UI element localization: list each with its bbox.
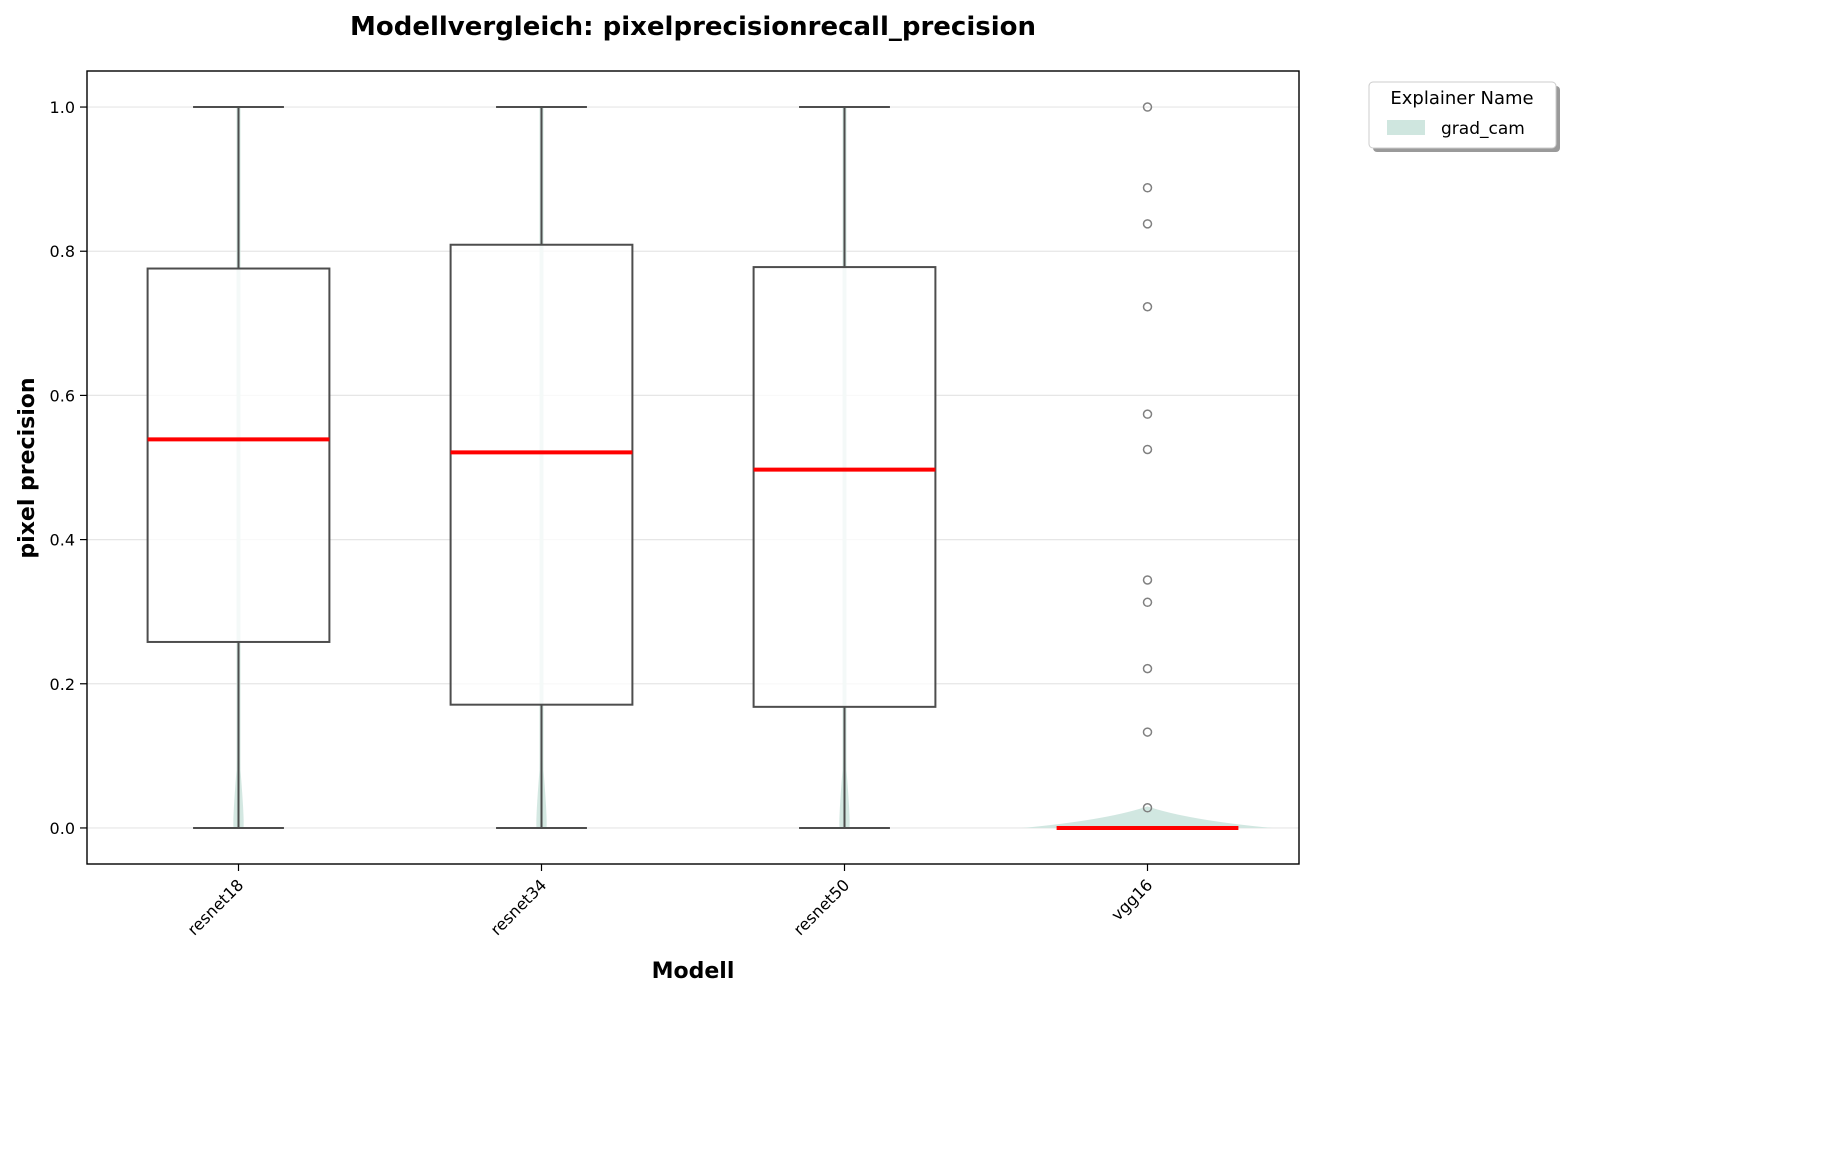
outlier-point (1142, 409, 1153, 419)
y-tick-label: 0.0 (50, 819, 75, 838)
y-tick-label: 0.2 (50, 675, 75, 694)
outlier-point (1142, 102, 1153, 112)
x-tick-label: resnet18 (184, 875, 248, 939)
legend-entry-label: grad_cam (1441, 119, 1525, 139)
legend: Explainer Name grad_cam (1368, 81, 1560, 152)
x-axis-ticks: resnet18 resnet34 resnet50 vgg16 (184, 864, 1156, 939)
y-axis-label: pixel precision (15, 377, 40, 558)
outlier-point (1142, 597, 1153, 608)
legend-title: Explainer Name (1390, 88, 1533, 109)
y-tick-label: 0.8 (50, 242, 75, 261)
outlier-point (1142, 663, 1153, 674)
chart-container: Modellvergleich: pixelprecisionrecall_pr… (15, 12, 1560, 984)
outlier-point (1142, 575, 1153, 585)
x-axis-label: Modell (652, 959, 735, 984)
y-axis-ticks: 0.0 0.2 0.4 0.6 0.8 1.0 (50, 98, 87, 838)
y-tick-label: 0.4 (50, 531, 75, 550)
y-tick-label: 1.0 (50, 98, 75, 117)
x-tick-label: vgg16 (1107, 875, 1156, 924)
plot-area-frame (86, 70, 1300, 865)
outlier-point (1142, 183, 1153, 193)
chart-title: Modellvergleich: pixelprecisionrecall_pr… (350, 12, 1036, 42)
outlier-point (1142, 727, 1153, 737)
outlier-point (1142, 444, 1153, 455)
legend-swatch-grad-cam (1387, 120, 1425, 135)
y-tick-label: 0.6 (50, 386, 75, 405)
x-tick-label: resnet50 (790, 875, 854, 939)
box-layer (146, 102, 1239, 830)
box-iqr (146, 267, 331, 643)
box-plot-chart: Modellvergleich: pixelprecisionrecall_pr… (15, 12, 1560, 984)
box-iqr (449, 243, 634, 706)
violin-shape (1022, 806, 1273, 828)
box-iqr (752, 266, 937, 708)
outlier-point (1142, 803, 1153, 813)
x-tick-label: resnet34 (487, 875, 551, 939)
outlier-point (1142, 219, 1153, 229)
outlier-point (1142, 301, 1153, 312)
